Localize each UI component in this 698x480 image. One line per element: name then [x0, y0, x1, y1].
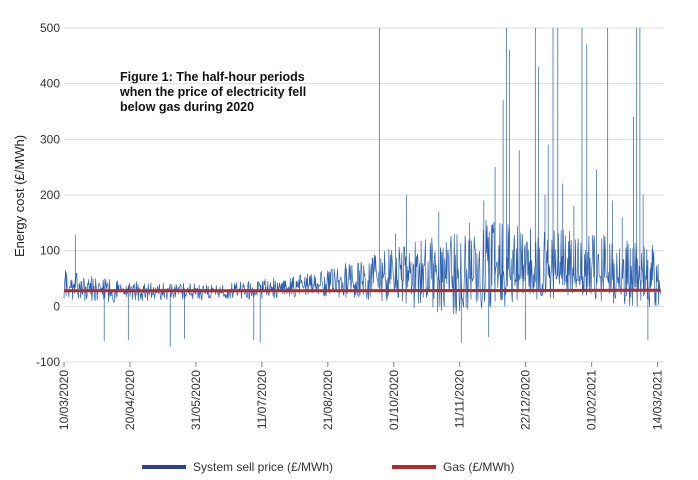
y-tick-label: 100: [40, 244, 60, 258]
y-tick-label: 200: [40, 188, 60, 202]
x-tick-label: 11/11/2020: [453, 370, 467, 429]
y-tick-label: 300: [40, 132, 60, 146]
x-tick-label: 10/03/2020: [57, 370, 71, 430]
chart-title: Figure 1: The half-hour periods when the…: [120, 70, 307, 114]
y-tick-label: -100: [36, 355, 60, 369]
legend-label-gas: Gas (£/MWh): [443, 460, 514, 474]
x-tick-label: 20/04/2020: [123, 370, 137, 430]
x-tick-label: 21/08/2020: [321, 370, 335, 430]
series-line-gas: [64, 288, 661, 293]
x-tick-label: 14/03/2021: [651, 370, 665, 430]
legend: System sell price (£/MWh) Gas (£/MWh): [142, 460, 514, 474]
plot-area: [63, 27, 662, 347]
y-axis-ticks: -100 0 100 200 300 400 500: [36, 21, 60, 369]
x-tick-label: 22/12/2020: [519, 370, 533, 430]
legend-label-system-sell-price: System sell price (£/MWh): [193, 460, 333, 474]
y-tick-label: 500: [40, 21, 60, 35]
y-axis-label: Energy cost (£/MWh): [12, 135, 27, 257]
x-tick-label: 31/05/2020: [189, 370, 203, 430]
x-tick-label: 01/10/2020: [387, 370, 401, 430]
y-tick-label: 0: [53, 299, 60, 313]
x-axis-ticks: 10/03/2020 20/04/2020 31/05/2020 11/07/2020…: [57, 362, 665, 430]
x-tick-label: 01/02/2021: [585, 370, 599, 430]
series-line-system-sell-price: [63, 27, 662, 347]
y-tick-label: 400: [40, 77, 60, 91]
grid-lines: [64, 27, 664, 363]
x-tick-label: 11/07/2020: [255, 370, 269, 429]
